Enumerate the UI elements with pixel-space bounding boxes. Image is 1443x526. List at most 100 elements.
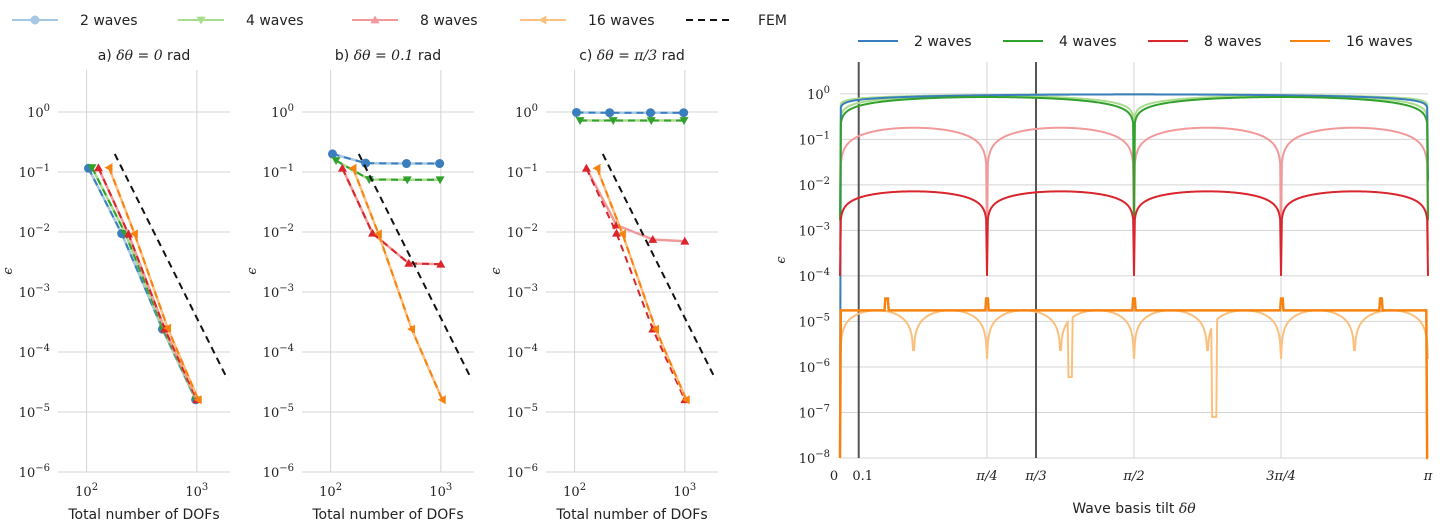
data-marker-4-waves (402, 176, 412, 185)
data-marker-8-waves (581, 163, 591, 172)
curve-2-waves (839, 93, 1429, 459)
y-tick-label: 10−1 (19, 163, 50, 181)
data-marker-16-waves (374, 229, 382, 239)
data-marker-4-waves (679, 117, 689, 126)
y-tick-label: 10−5 (799, 312, 830, 330)
legend-marker-4-waves (196, 16, 206, 25)
y-tick-label: 100 (807, 85, 830, 103)
legend-marker-2-waves (30, 15, 40, 25)
series-ref-line-4-waves (91, 167, 197, 401)
data-marker-2-waves (645, 108, 655, 118)
right-legend-label-4-waves: 4 waves (1059, 34, 1117, 50)
y-tick-label: 10−3 (19, 283, 50, 301)
data-marker-4-waves (575, 117, 585, 126)
y-tick-label: 10−8 (799, 449, 830, 467)
panel-title-b: b) δθ = 0.1 rad (335, 48, 441, 64)
data-marker-4-waves (608, 117, 618, 126)
data-marker-8-waves (612, 228, 622, 237)
x-tick-label: 103 (673, 482, 696, 500)
series-line-FEM (601, 153, 717, 380)
series-ref-line-8-waves (585, 167, 686, 401)
y-tick-label: 10−1 (799, 130, 830, 148)
x-tick-label: 103 (185, 482, 208, 500)
y-tick-label: 10−1 (263, 163, 294, 181)
data-marker-16-waves (163, 323, 172, 333)
x-tick-label: 103 (429, 482, 452, 500)
data-marker-2-waves (571, 107, 581, 117)
data-marker-16-waves (437, 395, 446, 405)
panel-title-a: a) δθ = 0 rad (98, 48, 191, 64)
data-marker-16-waves (193, 395, 202, 405)
series-ref-line-16-waves (596, 167, 688, 401)
series-line-FEM (113, 153, 229, 380)
panel-title-c: c) δθ = π/3 rad (579, 48, 685, 64)
curve-8-waves (839, 190, 1429, 276)
curve-16-waves-light (839, 309, 1429, 418)
y-tick-label: 10−2 (507, 223, 538, 241)
x-tick-label: π (1423, 469, 1433, 484)
data-marker-2-waves (327, 149, 337, 159)
data-marker-8-waves (368, 228, 378, 237)
y-tick-label: 10−4 (263, 343, 294, 361)
series-ref-line-16-waves (108, 167, 200, 401)
right-x-axis-label: Wave basis tilt δθ (1072, 501, 1196, 517)
y-tick-label: 10−6 (263, 463, 294, 481)
x-tick-label: 0.1 (852, 469, 873, 484)
y-axis-label: ϵ (245, 267, 260, 275)
y-tick-label: 10−5 (19, 403, 50, 421)
data-marker-16-waves (348, 163, 357, 173)
series-ref-line-16-waves (352, 167, 444, 401)
data-marker-16-waves (651, 324, 660, 334)
y-axis-label: ϵ (489, 267, 504, 275)
legend-label-16-waves: 16 waves (588, 13, 655, 29)
data-marker-8-waves (680, 236, 690, 245)
data-marker-16-waves (130, 229, 138, 239)
x-axis-label: Total number of DOFs (311, 507, 463, 523)
data-marker-8-waves (648, 234, 658, 243)
data-marker-2-waves (679, 108, 689, 118)
right-legend-label-16-waves: 16 waves (1346, 34, 1413, 50)
y-tick-label: 10−6 (19, 463, 50, 481)
y-tick-label: 10−2 (799, 176, 830, 194)
x-tick-label: 102 (563, 482, 586, 500)
series-ref-line-8-waves (97, 167, 198, 401)
data-marker-8-waves (93, 163, 103, 172)
data-marker-4-waves (87, 164, 97, 173)
x-tick-label: 102 (75, 482, 98, 500)
data-marker-8-waves (404, 258, 414, 267)
y-axis-label: ϵ (1, 267, 16, 275)
data-marker-16-waves (592, 163, 601, 173)
data-marker-8-waves (436, 259, 446, 268)
data-marker-8-waves (337, 163, 347, 172)
y-tick-label: 10−7 (799, 403, 830, 421)
data-marker-16-waves (104, 163, 113, 173)
y-tick-label: 100 (271, 103, 294, 121)
legend-label-2-waves: 2 waves (80, 13, 138, 29)
y-tick-label: 10−6 (507, 463, 538, 481)
x-axis-label: Total number of DOFs (67, 507, 219, 523)
legend-label-FEM: FEM (758, 13, 787, 29)
right-y-axis-label: ϵ (774, 256, 789, 264)
data-marker-2-waves (401, 159, 411, 169)
series-ref-line-8-waves (341, 167, 441, 266)
y-tick-label: 10−5 (263, 403, 294, 421)
y-tick-label: 10−2 (19, 223, 50, 241)
legend-marker-8-waves (370, 15, 380, 24)
data-marker-4-waves (646, 117, 656, 126)
series-line-8-waves (585, 167, 685, 243)
right-legend-label-2-waves: 2 waves (914, 34, 972, 50)
data-marker-8-waves (124, 229, 134, 238)
curve-16-waves (838, 297, 1429, 460)
legend-label-8-waves: 8 waves (420, 13, 478, 29)
y-tick-label: 10−1 (507, 163, 538, 181)
y-tick-label: 10−6 (799, 358, 830, 376)
data-marker-4-waves (331, 157, 341, 166)
series-ref-line-2-waves (332, 152, 440, 165)
data-marker-16-waves (618, 229, 626, 239)
y-tick-label: 10−4 (507, 343, 538, 361)
x-tick-label: 0 (830, 469, 838, 484)
series-line-FEM (357, 153, 473, 380)
data-marker-2-waves (605, 108, 615, 118)
y-tick-label: 10−3 (263, 283, 294, 301)
